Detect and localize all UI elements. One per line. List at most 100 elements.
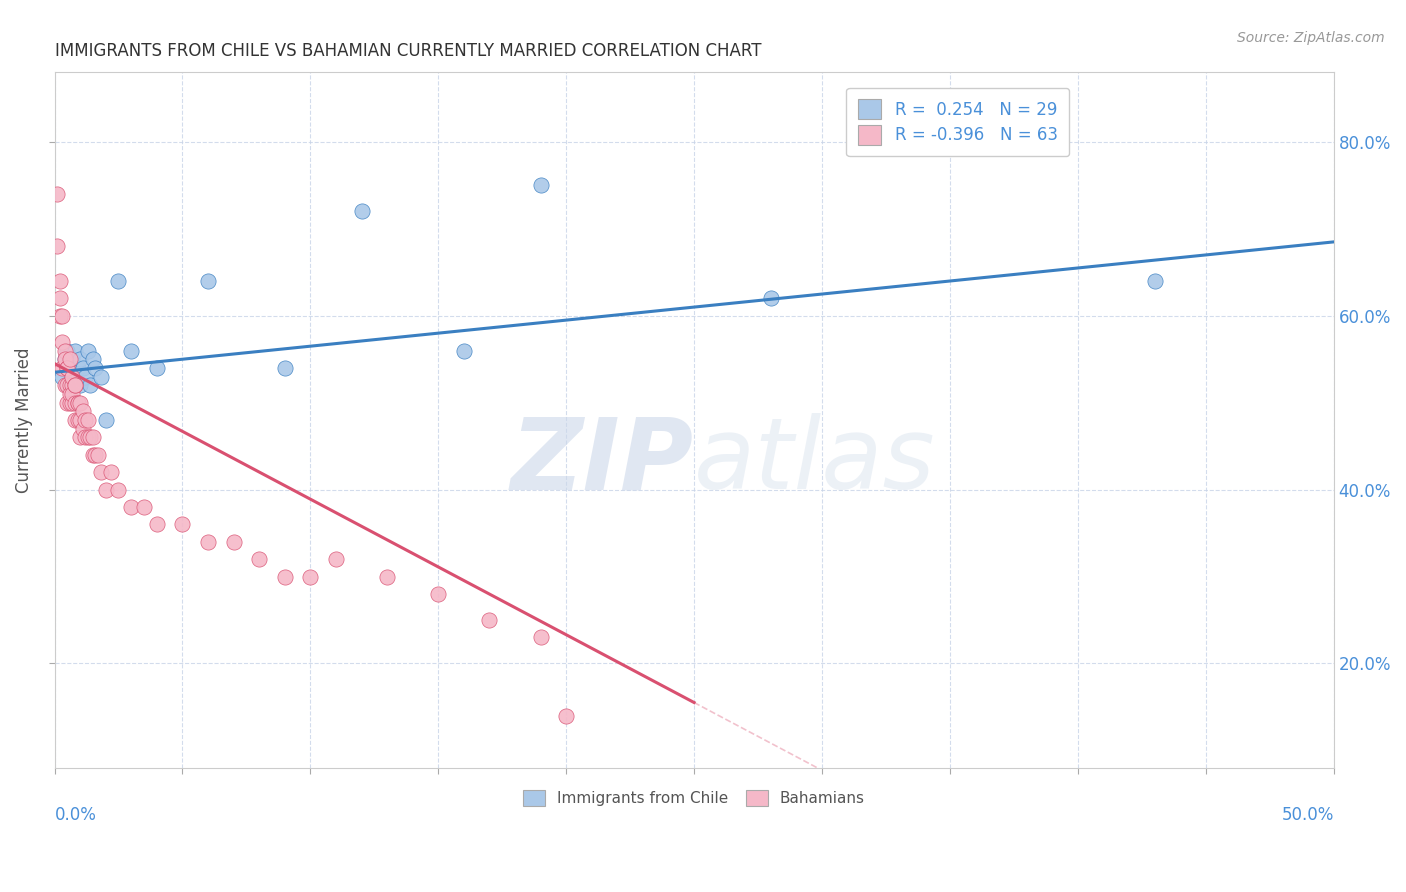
Point	[84, 448, 107, 462]
Y-axis label: Currently Married: Currently Married	[15, 347, 32, 492]
Point	[63, 378, 86, 392]
Point	[247, 552, 270, 566]
Point	[56, 360, 79, 375]
Point	[299, 569, 322, 583]
Point	[107, 274, 129, 288]
Point	[56, 343, 79, 358]
Point	[529, 631, 551, 645]
Point	[53, 352, 76, 367]
Point	[76, 430, 98, 444]
Point	[53, 343, 76, 358]
Point	[69, 352, 91, 367]
Text: 50.0%: 50.0%	[1281, 806, 1334, 824]
Point	[69, 395, 91, 409]
Point	[53, 352, 76, 367]
Text: atlas: atlas	[695, 413, 936, 510]
Point	[120, 500, 142, 514]
Point	[478, 613, 501, 627]
Point	[56, 378, 79, 392]
Point	[46, 187, 69, 202]
Point	[82, 352, 104, 367]
Point	[66, 395, 89, 409]
Point	[274, 360, 297, 375]
Point	[48, 309, 70, 323]
Point	[84, 360, 107, 375]
Point	[48, 292, 70, 306]
Point	[72, 422, 94, 436]
Point	[90, 465, 112, 479]
Point	[759, 292, 782, 306]
Point	[59, 378, 82, 392]
Point	[100, 465, 122, 479]
Point	[222, 534, 245, 549]
Point	[79, 378, 101, 392]
Point	[62, 395, 84, 409]
Point	[79, 430, 101, 444]
Point	[76, 343, 98, 358]
Point	[59, 352, 82, 367]
Point	[172, 517, 194, 532]
Point	[132, 500, 155, 514]
Point	[427, 587, 450, 601]
Text: Source: ZipAtlas.com: Source: ZipAtlas.com	[1237, 31, 1385, 45]
Point	[75, 369, 97, 384]
Point	[62, 369, 84, 384]
Point	[94, 413, 117, 427]
Point	[51, 309, 73, 323]
Point	[453, 343, 475, 358]
Point	[59, 360, 82, 375]
Point	[69, 413, 91, 427]
Point	[56, 360, 79, 375]
Point	[51, 334, 73, 349]
Point	[66, 413, 89, 427]
Point	[46, 239, 69, 253]
Point	[51, 369, 73, 384]
Point	[87, 448, 110, 462]
Point	[56, 395, 79, 409]
Point	[146, 517, 169, 532]
Point	[72, 404, 94, 418]
Point	[59, 395, 82, 409]
Point	[75, 413, 97, 427]
Point	[94, 483, 117, 497]
Point	[197, 534, 219, 549]
Point	[529, 178, 551, 193]
Point	[51, 360, 73, 375]
Point	[274, 569, 297, 583]
Point	[66, 395, 89, 409]
Point	[62, 387, 84, 401]
Point	[82, 430, 104, 444]
Point	[59, 387, 82, 401]
Text: ZIP: ZIP	[512, 413, 695, 510]
Point	[350, 204, 373, 219]
Point	[107, 483, 129, 497]
Point	[325, 552, 347, 566]
Point	[120, 343, 142, 358]
Point	[48, 274, 70, 288]
Point	[72, 360, 94, 375]
Point	[69, 378, 91, 392]
Point	[63, 413, 86, 427]
Point	[62, 352, 84, 367]
Point	[66, 360, 89, 375]
Text: IMMIGRANTS FROM CHILE VS BAHAMIAN CURRENTLY MARRIED CORRELATION CHART: IMMIGRANTS FROM CHILE VS BAHAMIAN CURREN…	[55, 42, 761, 60]
Point	[197, 274, 219, 288]
Point	[62, 369, 84, 384]
Point	[146, 360, 169, 375]
Point	[375, 569, 398, 583]
Point	[75, 430, 97, 444]
Point	[63, 343, 86, 358]
Point	[1143, 274, 1166, 288]
Point	[56, 378, 79, 392]
Point	[63, 395, 86, 409]
Point	[90, 369, 112, 384]
Point	[82, 448, 104, 462]
Point	[63, 378, 86, 392]
Point	[69, 430, 91, 444]
Text: 0.0%: 0.0%	[55, 806, 97, 824]
Point	[76, 413, 98, 427]
Point	[62, 378, 84, 392]
Point	[53, 378, 76, 392]
Point	[555, 708, 578, 723]
Legend: Immigrants from Chile, Bahamians: Immigrants from Chile, Bahamians	[517, 784, 872, 813]
